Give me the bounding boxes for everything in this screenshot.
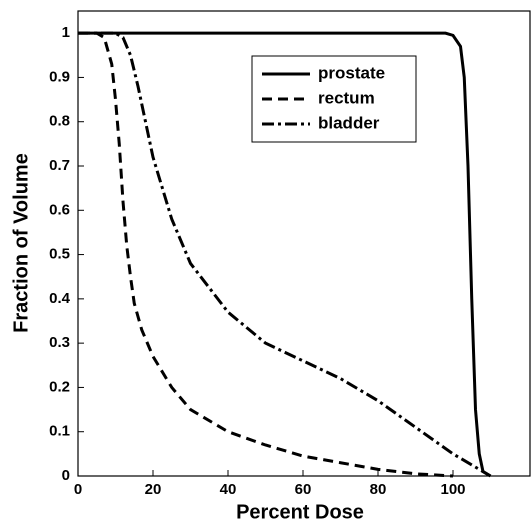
y-tick-label: 0: [62, 467, 70, 484]
y-tick-label: 0.9: [49, 68, 70, 85]
x-tick-label: 0: [74, 481, 82, 498]
series-line: [78, 31, 492, 478]
y-tick-label: 0.6: [49, 201, 70, 218]
x-tick-label: 100: [440, 481, 465, 498]
x-tick-label: 40: [220, 481, 237, 498]
y-tick-label: 0.3: [49, 334, 70, 351]
series-line: [78, 31, 454, 478]
legend-label: bladder: [318, 113, 380, 132]
y-tick-label: 0.1: [49, 423, 70, 440]
y-tick-label: 0.2: [49, 378, 70, 395]
x-tick-label: 20: [145, 481, 162, 498]
x-axis-label: Percent Dose: [236, 501, 364, 523]
y-tick-label: 0.8: [49, 113, 70, 130]
y-tick-label: 0.4: [49, 290, 71, 307]
y-tick-label: 0.5: [49, 246, 70, 263]
legend-label: rectum: [318, 88, 375, 107]
y-tick-label: 0.7: [49, 157, 70, 174]
x-tick-label: 60: [295, 481, 312, 498]
series-line: [78, 31, 492, 478]
y-tick-label: 1: [62, 24, 70, 41]
plot-frame: [77, 10, 531, 477]
legend-label: prostate: [318, 63, 385, 82]
y-axis-label: Fraction of Volume: [10, 153, 32, 333]
x-tick-label: 80: [370, 481, 387, 498]
